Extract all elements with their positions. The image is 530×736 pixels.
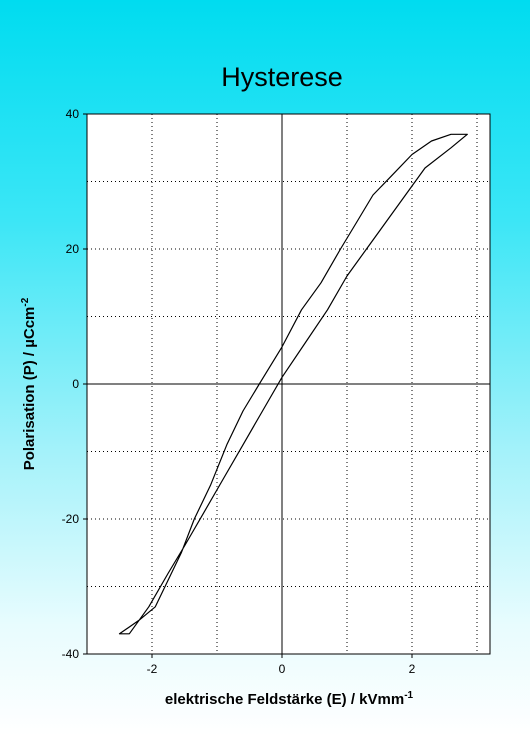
chart-title: Hysterese (221, 62, 343, 92)
y-axis-label: Polarisation (P) / µCcm-2 (20, 297, 38, 470)
y-tick-label: -20 (62, 512, 80, 526)
y-tick-label: 40 (66, 107, 80, 121)
hysteresis-loop (118, 133, 468, 635)
zero-axes (87, 114, 490, 654)
y-tick-label: -40 (62, 647, 80, 661)
x-tick-labels: -2 0 2 (147, 654, 416, 676)
x-tick-label: 0 (279, 662, 286, 676)
x-axis-label: elektrische Feldstärke (E) / kVmm-1 (165, 690, 414, 708)
y-tick-label: 0 (72, 377, 79, 391)
x-tick-label: 2 (409, 662, 416, 676)
y-tick-label: 20 (66, 242, 80, 256)
y-tick-labels: -40 -20 0 20 40 (62, 107, 87, 661)
data-series (118, 133, 468, 635)
x-tick-label: -2 (147, 662, 158, 676)
